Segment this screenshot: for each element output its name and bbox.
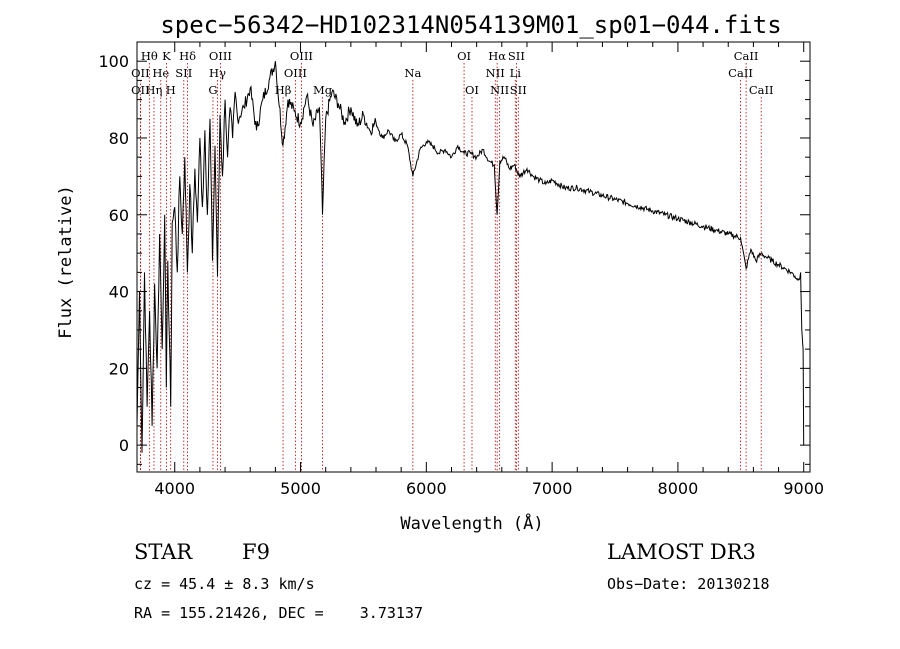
spectral-line-label: OI bbox=[457, 49, 471, 63]
sky-coordinates: RA = 155.21426, DEC = 3.73137 bbox=[134, 604, 423, 622]
axis-ticks: 4000 5000 6000 7000 8000 9000 0 20 40 60 80 100 bbox=[98, 41, 824, 498]
spectral-line-label: OII bbox=[131, 83, 150, 97]
y-tick-label: 20 bbox=[109, 359, 129, 378]
y-tick-label: 80 bbox=[109, 129, 129, 148]
spectral-line-label: Mg bbox=[313, 83, 333, 97]
spectral-line-label: OII bbox=[131, 66, 150, 80]
spectral-line-label: Li bbox=[510, 66, 522, 80]
y-tick-label: 0 bbox=[119, 436, 129, 455]
object-subclass: F9 bbox=[242, 540, 270, 564]
spectral-line-label: Hβ bbox=[275, 83, 292, 97]
spectral-line-label: CaII bbox=[728, 66, 753, 80]
spectral-line-label: SII bbox=[175, 66, 192, 80]
spectral-line-label: G bbox=[208, 83, 217, 97]
x-axis-label: Wavelength (Å) bbox=[400, 512, 543, 534]
x-tick-label: 6000 bbox=[406, 479, 447, 498]
survey-name: LAMOST DR3 bbox=[607, 540, 756, 564]
x-tick-label: 7000 bbox=[532, 479, 573, 498]
spectral-line-label: OI bbox=[465, 83, 479, 97]
spectral-line-label: Hα bbox=[488, 49, 506, 63]
spectral-line-label: SII bbox=[508, 49, 525, 63]
x-tick-label: 9000 bbox=[783, 479, 824, 498]
spectral-line-label: CaII bbox=[734, 49, 759, 63]
observation-date: Obs−Date: 20130218 bbox=[607, 575, 770, 593]
spectral-line-label: Hθ bbox=[141, 49, 158, 63]
spectral-line-label: OIII bbox=[284, 66, 307, 80]
series-line-spectrum bbox=[136, 61, 805, 453]
spectral-line-label: NII bbox=[486, 66, 505, 80]
spectral-line-label: OIII bbox=[290, 49, 313, 63]
spectral-line-label: OIII bbox=[209, 49, 232, 63]
spectral-line-label: K bbox=[162, 49, 171, 63]
redshift-velocity: cz = 45.4 ± 8.3 km/s bbox=[134, 575, 315, 593]
spectral-line-label: Hη bbox=[146, 83, 163, 97]
x-tick-label: 5000 bbox=[280, 479, 321, 498]
x-tick-label: 4000 bbox=[154, 479, 195, 498]
object-class: STAR bbox=[134, 540, 193, 564]
spectral-line-label: H bbox=[166, 83, 176, 97]
spectral-line-label: NII bbox=[490, 83, 509, 97]
y-tick-label: 40 bbox=[109, 283, 129, 302]
spectral-line-label: Hγ bbox=[209, 66, 226, 80]
spectral-line-label: Na bbox=[404, 66, 421, 80]
spectral-line-label: CaII bbox=[749, 83, 774, 97]
spectral-line-label: SII bbox=[510, 83, 527, 97]
y-tick-label: 60 bbox=[109, 206, 129, 225]
spectral-line-label: He bbox=[152, 66, 169, 80]
x-tick-label: 8000 bbox=[658, 479, 699, 498]
spectral-line-label: Hδ bbox=[179, 49, 196, 63]
chart-title: spec−56342−HD102314N054139M01_sp01−044.f… bbox=[160, 11, 781, 39]
y-tick-label: 100 bbox=[98, 52, 129, 71]
y-axis-label: Flux (relative) bbox=[56, 185, 76, 339]
plot-frame bbox=[136, 41, 811, 473]
